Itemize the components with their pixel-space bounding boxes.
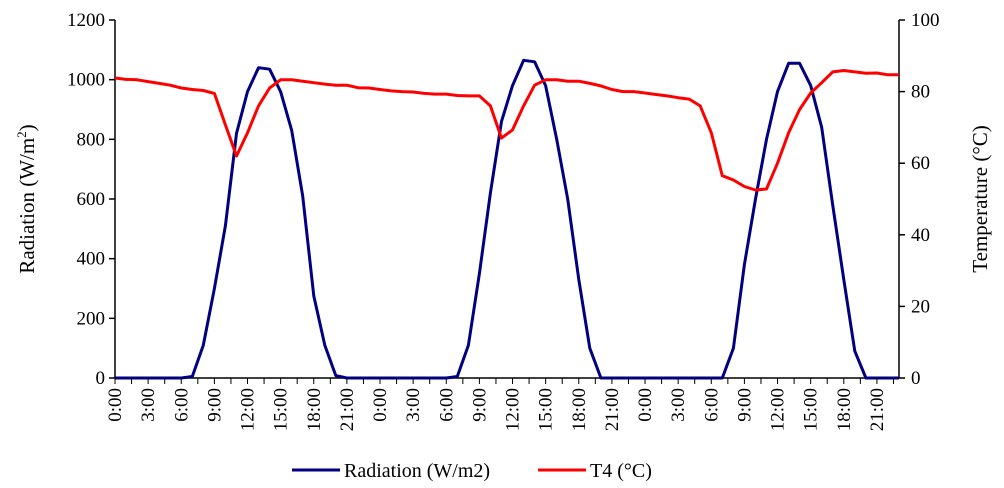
y-left-axis-title-tail: ) [15, 124, 39, 131]
ticks-layer: 0 200 400 600 800 1000 1200 0 20 40 60 80 100 0:00 3:0… [67, 10, 940, 431]
y-left-tick-label: 200 [77, 308, 106, 329]
x-tick-label: 6:00 [436, 388, 457, 422]
y-left-tick-label: 1200 [67, 10, 105, 31]
series-line-t4 [114, 69, 899, 192]
y-left-axis-title: Radiation (W/m2) [14, 124, 39, 273]
y-right-tick-label: 40 [911, 225, 930, 246]
y-right-axis-title: Temperature (°C) [968, 125, 992, 272]
x-tick-label: 0:00 [105, 388, 126, 422]
x-tick-label: 6:00 [171, 388, 192, 422]
y-right-tick-label: 100 [911, 10, 940, 31]
x-tick-label: 21:00 [602, 388, 623, 431]
x-tick-label: 3:00 [138, 388, 159, 422]
x-tick-label: 15:00 [801, 388, 822, 431]
y-left-tick-label: 400 [77, 249, 106, 270]
y-left-tick-label: 0 [96, 368, 106, 389]
y-left-axis-title-sup: 2 [14, 131, 29, 138]
axes [114, 20, 900, 379]
x-tick-label: 9:00 [734, 388, 755, 422]
x-tick-label: 0:00 [370, 388, 391, 422]
y-left-axis-title-main: Radiation (W/m [15, 138, 39, 274]
x-tick-label: 18:00 [304, 388, 325, 431]
x-tick-label: 18:00 [834, 388, 855, 431]
x-tick-label: 21:00 [867, 388, 888, 431]
y-left-tick-label: 800 [77, 129, 106, 150]
series-layer [114, 58, 899, 380]
y-left-tick-label: 600 [77, 189, 106, 210]
y-right-tick-label: 0 [911, 368, 921, 389]
x-tick-label: 21:00 [337, 388, 358, 431]
x-tick-label: 9:00 [469, 388, 490, 422]
x-tick-label: 6:00 [701, 388, 722, 422]
legend-label-t4: T4 (°C) [590, 460, 652, 482]
y-right-tick-label: 80 [911, 82, 930, 103]
x-tick-label: 0:00 [635, 388, 656, 422]
x-tick-label: 12:00 [768, 388, 789, 431]
y-right-tick-label: 20 [911, 296, 930, 317]
y-right-tick-label: 60 [911, 153, 930, 174]
x-tick-label: 15:00 [271, 388, 292, 431]
legend-label-radiation: Radiation (W/m2) [344, 460, 490, 482]
x-tick-label: 9:00 [204, 388, 225, 422]
x-tick-label: 15:00 [536, 388, 557, 431]
x-tick-label: 18:00 [569, 388, 590, 431]
y-left-tick-label: 1000 [67, 70, 105, 91]
x-tick-label: 3:00 [403, 388, 424, 422]
x-tick-label: 12:00 [238, 388, 259, 431]
series-line-radiation [115, 58, 899, 380]
legend: Radiation (W/m2) T4 (°C) [292, 460, 652, 482]
x-tick-label: 3:00 [668, 388, 689, 422]
x-tick-label: 12:00 [503, 388, 524, 431]
